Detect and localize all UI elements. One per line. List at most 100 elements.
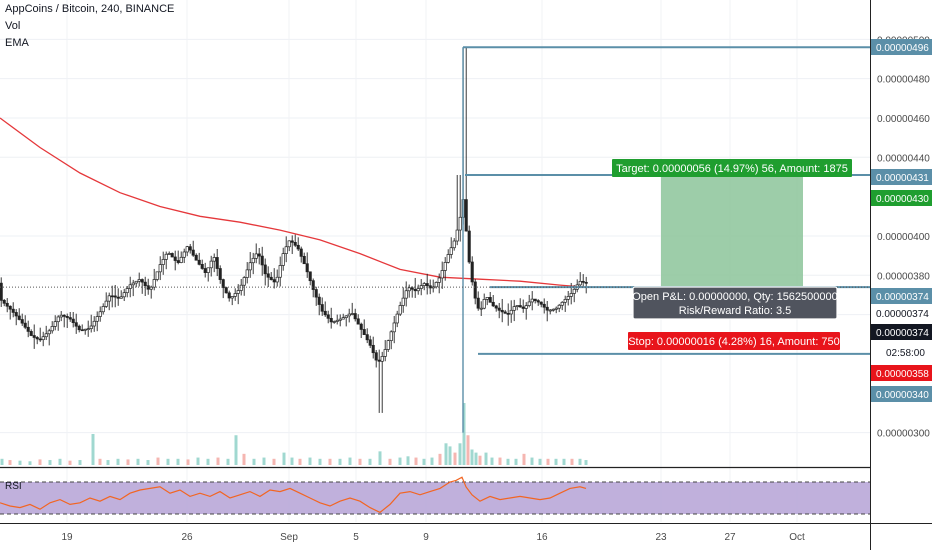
volume-bar [106,460,110,465]
price-tag-plain[interactable]: 0.00000374 [871,305,932,321]
volume-bar [398,457,402,465]
volume-bar [414,457,418,465]
vol-legend[interactable]: Vol [5,20,21,32]
candle-down [116,296,120,299]
candle-up [206,267,210,273]
candle-down [410,287,414,290]
volume-bar [462,403,466,465]
volume-bar [78,460,82,465]
candle-up [572,288,576,294]
price-tag-last[interactable]: 0.00000374 [871,324,932,340]
candle-down [35,337,39,340]
candle-up [284,246,288,254]
volume-bar [388,458,392,465]
candle-up [578,280,582,286]
price-tick-label: 0.00000380 [877,271,930,282]
candle-up [515,305,519,307]
volume-bar [328,458,332,465]
volume-bar [466,435,470,465]
candle-up [401,297,405,306]
price-tag-target[interactable]: 0.00000430 [871,190,932,206]
candle-up [86,328,90,331]
volume-bar [506,458,510,465]
symbol-legend[interactable]: AppCoins / Bitcoin, 240, BINANCE [5,3,175,15]
candle-down [62,314,66,317]
price-tag-line[interactable]: 0.00000340 [871,386,932,402]
candle-down [326,314,330,319]
candle-up [92,320,96,327]
price-tag-line[interactable]: 0.00000431 [871,169,932,185]
rsi-legend[interactable]: RSI [5,481,22,492]
candle-up [134,280,138,284]
candle-down [581,280,585,283]
price-tag-text: 0.00000358 [876,369,929,380]
candle-up [209,260,213,269]
stop-label-text: Stop: 0.00000016 (4.28%) 16, Amount: 750 [628,336,840,348]
candle-up [236,290,240,294]
volume-bar [91,434,95,465]
candle-up [212,257,216,262]
candle-up [158,264,162,273]
candle-up [554,307,558,310]
price-tag-stop[interactable]: 0.00000358 [871,365,932,381]
stop-label[interactable]: Stop: 0.00000016 (4.28%) 16, Amount: 750 [628,332,840,350]
price-tag-line[interactable]: 0.00000374 [871,288,932,304]
candle-up [185,246,189,253]
price-tag-line[interactable]: 0.00000496 [871,39,932,55]
volume-bar [48,460,52,465]
target-label[interactable]: Target: 0.00000056 (14.97%) 56, Amount: … [612,159,852,177]
volume-bar [338,458,342,465]
volume-bar [186,459,190,465]
volume-bar [406,456,410,465]
candle-down [521,306,525,309]
candle-up [275,276,279,283]
candle-down [362,329,366,335]
volume-bar [570,458,574,465]
candle-up [47,330,51,335]
candle-down [113,295,117,298]
candle-down [296,244,300,250]
volume-bar [584,460,588,465]
position-info-bg[interactable] [632,286,838,320]
candle-up [56,316,60,323]
candle-down [170,253,174,258]
candle-down [266,273,270,278]
price-tag-text: 0.00000374 [876,292,929,303]
candle-up [101,306,105,313]
candle-up [416,288,420,292]
volume-bar [234,435,238,465]
candle-up [551,308,555,311]
price-tag-text: 0.00000374 [876,309,929,320]
candle-up [557,304,561,309]
target-zone[interactable] [661,174,803,288]
volume-bar [136,458,140,465]
volume-bar [470,449,474,465]
volume-bar [478,455,482,465]
time-tick-label: 16 [536,532,548,543]
candle-down [317,296,321,305]
price-tag-bg [871,288,932,304]
ema-legend[interactable]: EMA [5,37,29,49]
volume-bar [156,457,160,465]
candle-up [434,282,438,288]
candle-down [221,279,225,289]
candle-down [188,246,192,251]
candle-up [122,292,126,298]
volume-bar [18,460,22,465]
stop-label-bg[interactable] [628,332,840,350]
target-label-bg[interactable] [612,159,852,177]
price-tick-label: 0.00000400 [877,232,930,243]
volume-bar [546,458,550,465]
candle-down [500,309,504,313]
volume-bar [358,458,362,465]
candle-down [5,302,9,307]
candle-down [365,334,369,341]
candle-up [509,309,513,315]
candle-up [278,265,282,278]
position-info-box[interactable]: Open P&L: 0.00000000, Qty: 1562500000 Ris… [632,286,838,320]
candle-up [512,306,516,311]
price-tick-label: 0.00000440 [877,153,930,164]
candle-up [44,333,48,338]
